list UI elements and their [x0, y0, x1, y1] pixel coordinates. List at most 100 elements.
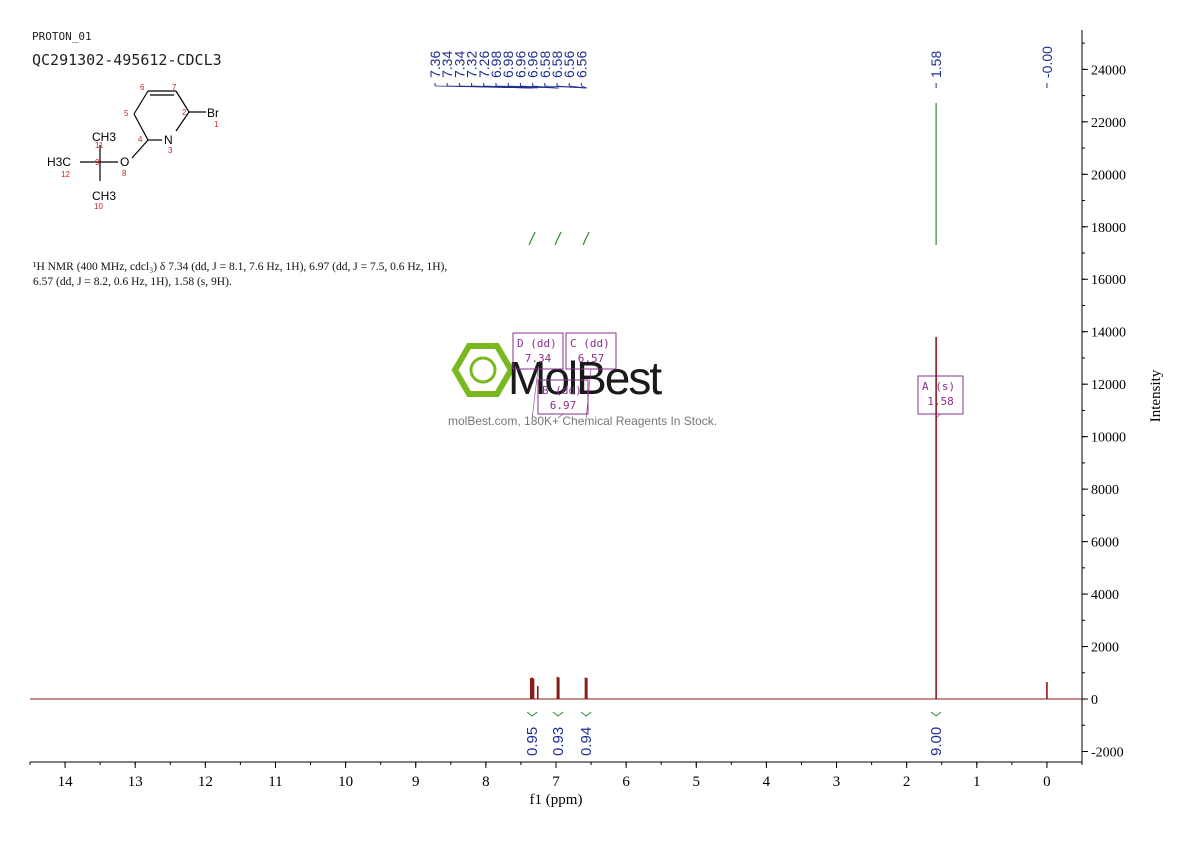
multiplet-connector [585, 368, 592, 419]
y-tick-label: 0 [1091, 693, 1098, 708]
y-axis-label: Intensity [1148, 369, 1164, 422]
atom-number: 6 [140, 83, 145, 92]
peak-label: 6.58 [537, 51, 553, 78]
experiment-name: PROTON_01 [32, 30, 92, 43]
y-tick-label: 12000 [1091, 378, 1126, 393]
peak-label: 6.56 [561, 51, 577, 78]
y-tick-label: -2000 [1091, 746, 1124, 761]
peak-label: 7.34 [439, 51, 455, 78]
atom-number: 11 [95, 141, 104, 150]
multiplet-shift: 6.57 [578, 352, 605, 365]
x-tick-label: 0 [1043, 774, 1051, 790]
x-tick-label: 3 [833, 774, 841, 790]
peak-label: 6.98 [488, 51, 504, 78]
x-tick-label: 9 [412, 774, 420, 790]
atom-number: 12 [61, 170, 70, 179]
integral-curve [582, 231, 590, 246]
atom-number-labels: 1 2 3 4 5 6 7 8 9 10 11 12 [61, 83, 219, 211]
peak-label: 6.56 [573, 51, 589, 78]
sample-id: QC291302-495612-CDCL3 [32, 51, 222, 69]
atom-number: 5 [124, 109, 129, 118]
x-tick-label: 2 [903, 774, 911, 790]
y-tick-label: 24000 [1091, 63, 1126, 78]
integral-bracket [552, 711, 564, 717]
multiplet-connector [531, 368, 539, 419]
atom-o: O [120, 155, 129, 169]
y-tick-label: 18000 [1091, 221, 1126, 236]
x-axis-label: f1 (ppm) [530, 792, 583, 808]
peak-label: 7.32 [464, 51, 480, 78]
x-tick-label: 14 [58, 774, 74, 790]
y-tick-label: 16000 [1091, 273, 1126, 288]
x-tick-label: 4 [763, 774, 771, 790]
integral-value: 0.93 [550, 727, 567, 756]
x-tick-label: 12 [198, 774, 213, 790]
multiplet-label: D (dd) [517, 337, 557, 350]
y-tick-label: 4000 [1091, 588, 1119, 603]
x-tick-label: 11 [268, 774, 282, 790]
peak-label: 6.96 [525, 51, 541, 78]
peak-label: 1.58 [928, 51, 944, 78]
peak-label: 6.58 [549, 51, 565, 78]
integral-bracket [580, 711, 592, 717]
atom-methyl-top: CH3 [92, 130, 116, 144]
peak-label-connector [581, 85, 587, 89]
y-tick-label: 2000 [1091, 641, 1119, 656]
peak-label: 6.96 [512, 51, 528, 78]
spectrum-trace [30, 336, 1082, 700]
molbest-logo: MolBest [451, 343, 664, 404]
atom-number: 3 [168, 146, 173, 155]
multiplet-shift: 7.34 [525, 352, 552, 365]
x-tick-label: 1 [973, 774, 981, 790]
molecule-bonds [80, 90, 206, 181]
atom-br: Br [207, 106, 219, 120]
x-tick-label: 13 [128, 774, 143, 790]
multiplet-label: C (dd) [570, 337, 610, 350]
integral-value: 0.94 [578, 727, 595, 756]
atom-methyl-left: H3C [47, 155, 71, 169]
x-tick-label: 6 [622, 774, 630, 790]
multiplet-connector [557, 413, 564, 419]
x-tick-label: 7 [552, 774, 560, 790]
y-tick-label: 22000 [1091, 116, 1126, 131]
x-tick-label: 10 [338, 774, 353, 790]
atom-number: 1 [214, 120, 219, 129]
peak-label: 7.34 [451, 51, 467, 78]
atom-number: 10 [94, 202, 103, 211]
integrals: 0.95 0.93 0.94 9.00 [524, 103, 945, 756]
integral-curve [528, 231, 536, 246]
y-tick-label: 20000 [1091, 168, 1126, 183]
chart-axes: 14 13 12 11 10 9 8 7 6 5 4 3 2 1 0f1 (ppm)-20000200040… [29, 30, 1164, 808]
integral-value: 0.95 [524, 727, 541, 756]
y-tick-label: 6000 [1091, 536, 1119, 551]
atom-number: 8 [122, 169, 127, 178]
peak-label-connector [532, 85, 559, 89]
peak-label: 7.26 [476, 51, 492, 78]
integral-bracket [526, 711, 538, 717]
atom-methyl-bottom: CH3 [92, 189, 116, 203]
x-tick-label: 8 [482, 774, 490, 790]
y-tick-label: 10000 [1091, 431, 1126, 446]
multiplet-label: B (dd) [542, 384, 582, 397]
peak-label: -0.00 [1039, 46, 1055, 78]
x-tick-label: 5 [693, 774, 701, 790]
peak-label-connector [483, 85, 538, 89]
atom-number: 9 [95, 158, 100, 167]
peak-labels: 7.367.347.347.327.266.986.986.966.966.58… [427, 46, 1055, 89]
y-tick-label: 8000 [1091, 483, 1119, 498]
molecule-structure: Br N O CH3 CH3 H3C 1 2 3 4 5 6 7 8 9 10 … [47, 83, 219, 211]
integral-value: 9.00 [928, 727, 945, 756]
watermark-tagline: molBest.com, 180K+ Chemical Reagents In … [448, 414, 718, 428]
atom-number: 2 [182, 108, 187, 117]
multiplet-label: A (s) [922, 380, 955, 393]
nmr-summary-text: ¹H NMR (400 MHz, cdcl₃) δ 7.34 (dd, J = … [33, 261, 448, 288]
integral-bracket [930, 711, 942, 717]
peak-label: 6.98 [500, 51, 516, 78]
multiplet-boxes: D (dd) 7.34 C (dd) 6.57 B (dd) 6.97 A (s) 1.58 [512, 332, 964, 419]
y-tick-label: 14000 [1091, 326, 1126, 341]
multiplet-shift: 1.58 [927, 395, 954, 408]
peak-label: 7.36 [427, 51, 443, 78]
watermark-brand: MolBest [508, 352, 662, 404]
